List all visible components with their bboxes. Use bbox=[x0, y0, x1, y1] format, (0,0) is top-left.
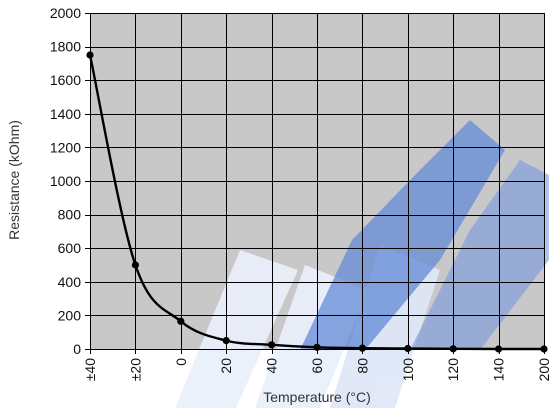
x-tick-label: 40 bbox=[264, 358, 280, 374]
x-tick-label: 140 bbox=[491, 358, 507, 382]
y-axis-title: Resistance (kOhm) bbox=[6, 120, 22, 240]
y-tick-label: 0 bbox=[73, 341, 81, 357]
data-point bbox=[268, 341, 276, 349]
y-tick-labels: 0 200 400 600 800 1000 1200 1400 1600 1800 2000 bbox=[50, 5, 81, 357]
data-points bbox=[86, 51, 548, 353]
data-point bbox=[222, 337, 230, 345]
y-tick-label: 800 bbox=[58, 207, 82, 223]
data-point bbox=[449, 345, 457, 353]
y-tick-label: 1800 bbox=[50, 39, 81, 55]
y-tick-label: 1400 bbox=[50, 106, 81, 122]
y-tick-label: 1600 bbox=[50, 72, 81, 88]
y-tick-label: 600 bbox=[58, 240, 82, 256]
x-tick-label: 200 bbox=[536, 358, 549, 382]
y-tick-label: 400 bbox=[58, 274, 82, 290]
y-tick-label: 200 bbox=[58, 307, 82, 323]
x-tick-label: 120 bbox=[445, 358, 461, 382]
y-tick-label: 1000 bbox=[50, 173, 81, 189]
data-point bbox=[86, 51, 94, 59]
data-point bbox=[404, 344, 412, 353]
x-tick-label: ±20 bbox=[127, 358, 143, 381]
x-tick-labels: ±40 ±20 0 20 40 60 80 100 120 140 200 bbox=[82, 358, 549, 382]
data-point bbox=[177, 317, 185, 325]
x-tick-label: 80 bbox=[354, 358, 370, 374]
data-point bbox=[540, 345, 548, 353]
data-point bbox=[313, 343, 321, 351]
x-tick-label: ±40 bbox=[82, 358, 98, 381]
data-point bbox=[495, 345, 503, 353]
x-tick-label: 20 bbox=[218, 358, 234, 374]
data-point bbox=[358, 344, 366, 352]
data-point bbox=[131, 261, 139, 269]
x-tick-label: 100 bbox=[400, 358, 416, 382]
x-tick-label: 0 bbox=[173, 358, 189, 366]
x-axis-title: Temperature (°C) bbox=[263, 389, 371, 405]
x-tick-label: 60 bbox=[309, 358, 325, 374]
y-tick-label: 1200 bbox=[50, 139, 81, 155]
y-tick-label: 2000 bbox=[50, 5, 81, 21]
grid bbox=[85, 13, 545, 354]
